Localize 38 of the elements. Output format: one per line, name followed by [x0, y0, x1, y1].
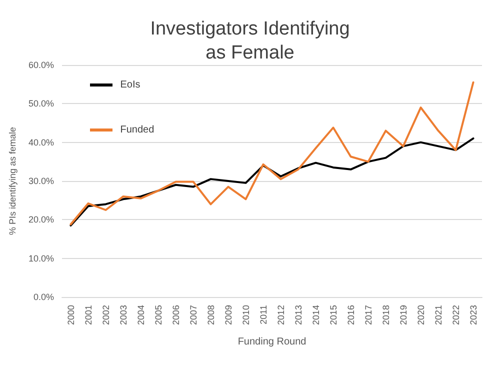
x-tick-label: 2006: [170, 305, 181, 326]
y-tick-label: 60.0%: [28, 60, 54, 70]
legend-label: Funded: [120, 124, 154, 136]
y-tick-label: 30.0%: [28, 176, 54, 186]
x-tick-label: 2022: [450, 305, 461, 326]
x-tick-label: 2010: [240, 305, 251, 326]
x-tick-label: 2002: [100, 305, 111, 326]
x-tick-label: 2007: [188, 305, 198, 326]
x-tick-label: 2001: [83, 305, 94, 326]
legend-label: EoIs: [120, 80, 140, 90]
x-tick-label: 2004: [136, 305, 146, 326]
x-axis-title: Funding Round: [238, 336, 306, 348]
x-tick-label: 2020: [416, 305, 426, 326]
x-tick-label: 2000: [66, 305, 76, 326]
x-tick-label: 2011: [258, 305, 268, 324]
x-tick-label: 2016: [346, 305, 356, 326]
chart-title: Investigators Identifying as Female: [150, 18, 350, 64]
x-tick-label: 2013: [293, 305, 304, 326]
x-tick-label: 2014: [310, 305, 321, 326]
x-tick-label: 2021: [433, 305, 444, 326]
y-tick-label: 50.0%: [28, 98, 54, 109]
x-tick-label: 2008: [206, 305, 216, 326]
y-tick-label: 20.0%: [28, 214, 54, 225]
x-tick-label: 2012: [276, 305, 286, 326]
x-tick-label: 2009: [223, 305, 234, 326]
y-axis-title: % PIs identifying as female: [8, 126, 18, 236]
x-tick-label: 2018: [380, 305, 391, 326]
x-tick-label: 2015: [328, 305, 338, 326]
x-tick-label: 2019: [398, 305, 408, 326]
y-tick-label: 40.0%: [28, 137, 54, 148]
x-tick-label: 2017: [363, 305, 374, 326]
line-series: [70, 81, 474, 226]
y-tick-label: 0.0%: [33, 292, 54, 302]
line-series: [70, 137, 474, 226]
x-tick-label: 2005: [153, 305, 164, 326]
x-tick-label: 2023: [468, 305, 478, 326]
x-tick-label: 2003: [118, 305, 128, 326]
y-tick-label: 10.0%: [28, 253, 54, 264]
